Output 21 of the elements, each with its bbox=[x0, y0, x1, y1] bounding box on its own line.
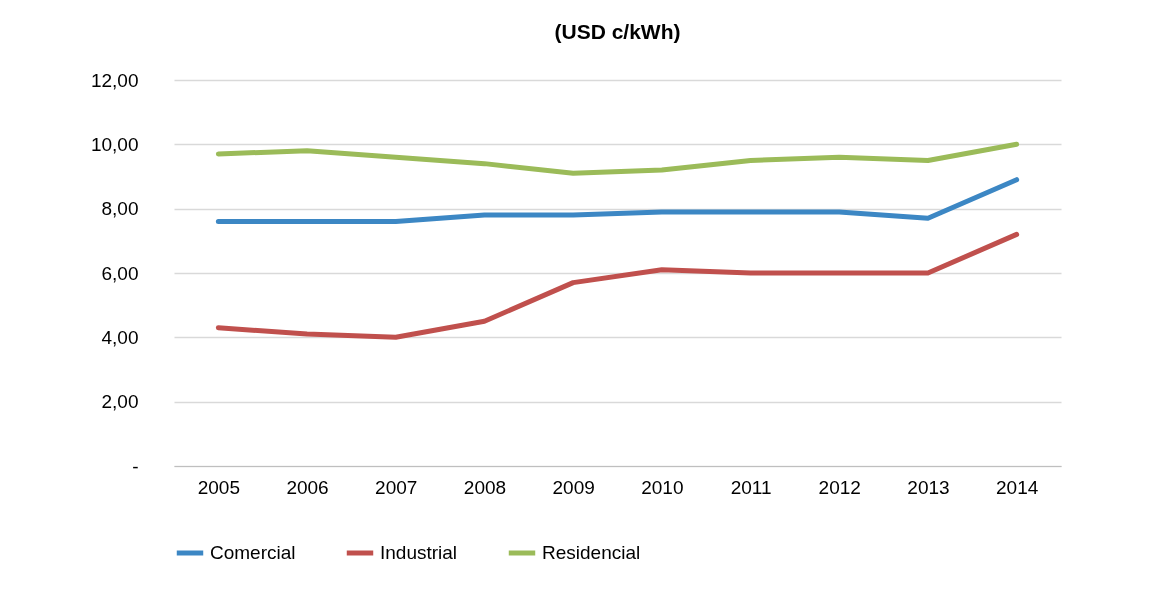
legend-label: Comercial bbox=[210, 542, 296, 563]
x-tick-label: 2006 bbox=[286, 476, 329, 498]
y-tick-label: 6,00 bbox=[101, 262, 139, 284]
x-tick-label: 2009 bbox=[552, 476, 595, 498]
legend-label: Industrial bbox=[380, 542, 458, 563]
y-tick-label: 8,00 bbox=[101, 198, 139, 220]
x-tick-label: 2012 bbox=[818, 476, 861, 498]
x-tick-label: 2011 bbox=[730, 476, 772, 498]
x-tick-label: 2005 bbox=[197, 476, 240, 498]
y-tick-label: 12,00 bbox=[90, 69, 139, 91]
legend-label: Residencial bbox=[542, 542, 641, 563]
y-tick-label: - bbox=[132, 455, 139, 477]
x-tick-label: 2007 bbox=[375, 476, 418, 498]
y-tick-label: 10,00 bbox=[90, 133, 139, 155]
x-tick-label: 2010 bbox=[641, 476, 684, 498]
x-tick-label: 2013 bbox=[907, 476, 950, 498]
y-tick-label: 2,00 bbox=[101, 391, 139, 413]
x-tick-label: 2014 bbox=[996, 476, 1039, 498]
y-tick-label: 4,00 bbox=[101, 326, 139, 348]
x-tick-label: 2008 bbox=[463, 476, 507, 498]
chart-title: (USD c/kWh) bbox=[554, 20, 681, 43]
